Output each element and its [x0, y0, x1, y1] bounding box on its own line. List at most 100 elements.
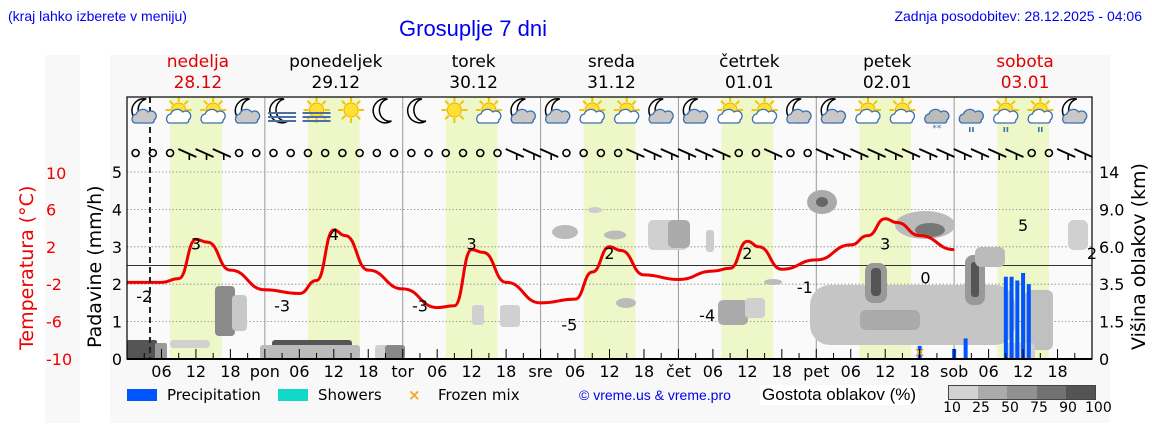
wind-calm-icon [751, 148, 761, 158]
cloud-height-axis-title: Višina oblakov (km) [1128, 163, 1150, 350]
day-date: 31.12 [587, 73, 636, 93]
sun-cloud-icon [579, 97, 606, 124]
day-date: 30.12 [449, 73, 498, 93]
wind-barb-icon [177, 148, 197, 158]
daylight-band [583, 97, 636, 359]
x-tick-label: sre [528, 362, 552, 381]
temp-annotation: 2 [742, 244, 752, 263]
day-date: 28.12 [173, 73, 223, 93]
density-tick: 100 [1085, 400, 1112, 416]
wind-calm-icon [1044, 148, 1054, 158]
sun-cloud-icon [475, 97, 502, 124]
wind-calm-icon [493, 148, 502, 158]
moon-cloud-icon [648, 98, 674, 124]
svg-text:-2: -2 [46, 275, 62, 294]
wind-calm-icon [1027, 148, 1036, 158]
showers-swatch [278, 389, 308, 401]
day-name: sobota [996, 52, 1054, 72]
daylight-band [170, 97, 222, 359]
precip-bar [1003, 276, 1008, 359]
x-tick-label: 06 [565, 362, 585, 381]
day-name: sreda [587, 52, 636, 72]
svg-text:4: 4 [112, 200, 122, 219]
temperature-axis-title: Temperatura (°C) [16, 185, 38, 350]
x-tick-label: 18 [634, 362, 654, 381]
temperature-line [127, 217, 955, 310]
last-update: Zadnja posodobitev: 28.12.2025 - 04:06 [894, 8, 1142, 24]
svg-text:10: 10 [46, 164, 66, 183]
wind-calm-icon [234, 148, 244, 158]
copyright-link[interactable]: © vreme.us & vreme.pro [579, 387, 731, 403]
x-tick-label: 12 [186, 362, 206, 381]
svg-text:-10: -10 [46, 350, 72, 369]
wind-barb-icon [815, 148, 835, 158]
day-header-6: sobota 03.01 [956, 52, 1094, 94]
location-hint-link[interactable]: (kraj lahko izberete v meniju) [8, 8, 187, 24]
wind-calm-icon [320, 148, 330, 158]
legend-frozen-mix: Frozen mix [438, 386, 520, 404]
x-tick-label: tor [391, 362, 414, 381]
wind-barb-icon [1005, 148, 1024, 158]
cloud-density-scale [948, 385, 1096, 400]
x-tick-label: 06 [978, 362, 998, 381]
sun-fog-icon [302, 97, 331, 123]
temp-annotation: -1 [797, 278, 813, 297]
moon-cloud-icon [131, 98, 157, 124]
wind-barb-icon [953, 148, 973, 158]
wind-calm-icon [441, 148, 451, 158]
temp-axis-panel [45, 55, 80, 423]
wind-calm-icon [475, 148, 485, 158]
wind-barb-icon [712, 148, 731, 158]
wind-barb-icon [884, 148, 904, 158]
wind-calm-icon [613, 148, 623, 158]
wind-calm-icon [303, 148, 313, 158]
cloud-snow-icon: ** [924, 108, 950, 134]
x-tick-label: 18 [220, 362, 240, 381]
svg-text:2: 2 [46, 238, 56, 257]
wind-calm-icon [786, 148, 795, 158]
svg-text:2: 2 [112, 275, 122, 294]
svg-text:1: 1 [112, 313, 122, 332]
day-header-3: sreda 31.12 [543, 52, 681, 94]
wind-calm-icon [269, 148, 278, 158]
sun-icon [441, 97, 468, 123]
x-tick-label: 12 [875, 362, 895, 381]
day-name: nedelja [166, 52, 230, 72]
x-tick-label: 12 [599, 362, 619, 381]
temp-annotation: 2 [604, 244, 614, 263]
moon-cloud-icon [234, 98, 261, 124]
sun-cloud-rain-icon: ıı [1027, 97, 1054, 135]
sun-cloud-rain-icon: ıı [992, 97, 1019, 135]
moon-icon [372, 98, 392, 124]
wind-calm-icon [734, 148, 744, 158]
wind-calm-icon [251, 148, 261, 158]
wind-barb-icon [625, 148, 645, 158]
sun-cloud-icon [889, 97, 916, 124]
day-name: ponedeljek [289, 52, 383, 72]
wind-calm-icon [165, 148, 175, 158]
x-tick-label: 18 [358, 362, 378, 381]
precipitation-axis-title: Padavine (mm/h) [84, 185, 106, 348]
density-tick: 25 [972, 400, 990, 416]
svg-text:14: 14 [1099, 163, 1119, 182]
wind-calm-icon [562, 148, 571, 158]
sun-cloud-icon [717, 97, 744, 124]
temp-annotation: 5 [1018, 216, 1028, 235]
density-tick: 50 [1001, 400, 1019, 416]
day-header-4: četrtek 01.01 [680, 52, 818, 94]
svg-text:1.5: 1.5 [1099, 313, 1124, 332]
svg-text:ıı: ıı [1003, 125, 1009, 135]
sun-icon [338, 97, 365, 123]
wind-calm-icon [407, 148, 416, 158]
density-tick: 90 [1059, 400, 1077, 416]
wind-barb-icon [694, 148, 714, 158]
wind-barb-icon [1056, 148, 1076, 158]
day-header-2: torek 30.12 [405, 52, 543, 94]
wind-calm-icon [579, 148, 588, 158]
wind-calm-icon [389, 148, 399, 158]
precip-bar [963, 338, 968, 359]
temp-annotation: -3 [274, 297, 290, 316]
wind-barb-icon [832, 148, 852, 158]
wind-barb-icon [522, 148, 542, 158]
x-tick-label: čet [666, 362, 691, 381]
